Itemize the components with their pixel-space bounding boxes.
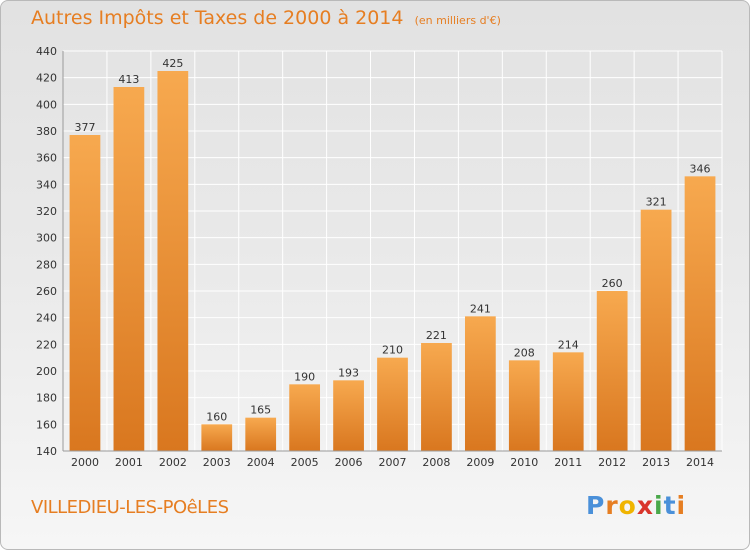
bar-2007 [377,357,408,451]
bar-value-label: 210 [382,344,403,357]
bars: 377 413 425 160 165 190 193 210 221 241 208 214 260 3… [69,57,716,452]
bar-2000 [69,135,101,451]
bar-2005 [289,384,321,451]
y-tick-label: 200 [36,365,57,378]
x-tick-label: 2002 [159,456,187,469]
bar-2010 [508,360,540,451]
bar-2013 [640,209,672,451]
logo-letter: i [676,491,687,520]
bar-2002 [157,71,189,451]
bar-2006 [333,380,364,451]
y-tick-label: 300 [36,232,57,245]
logo-letter: r [605,491,619,520]
x-tick-label: 2013 [642,456,670,469]
bar-value-label: 165 [250,404,271,417]
bar-2008 [421,343,452,451]
y-tick-label: 380 [36,125,57,138]
bar-value-label: 321 [646,196,667,209]
bar-value-label: 425 [162,57,183,70]
x-tick-label: 2011 [554,456,582,469]
chart-title: Autres Impôts et Taxes de 2000 à 2014 [31,7,404,29]
logo-letter: i [654,491,664,520]
x-tick-label: 2008 [422,456,450,469]
bar-2011 [552,352,584,451]
bar-value-label: 190 [294,370,315,383]
x-tick-label: 2009 [466,456,494,469]
chart-subtitle: (en milliers d'€) [414,14,501,27]
bar-2001 [113,87,145,451]
y-tick-label: 220 [36,338,57,351]
bar-value-label: 208 [514,346,535,359]
bar-value-label: 214 [558,338,579,351]
y-tick-label: 240 [36,312,57,325]
x-tick-label: 2005 [291,456,319,469]
x-tick-label: 2007 [379,456,407,469]
bar-value-label: 160 [206,410,227,423]
x-tick-label: 2014 [686,456,714,469]
y-tick-label: 180 [36,392,57,405]
chart-title-row: Autres Impôts et Taxes de 2000 à 2014 (e… [31,7,501,29]
logo-letter: P [586,491,606,520]
bar-2009 [464,316,496,451]
x-tick-label: 2010 [510,456,538,469]
y-tick-label: 440 [36,45,57,58]
x-tick-label: 2000 [71,456,99,469]
y-tick-label: 140 [36,445,57,458]
y-tick-label: 420 [36,72,57,85]
proxiti-logo: Proxiti [586,491,686,520]
bar-value-label: 377 [74,121,95,134]
bar-2014 [684,176,716,452]
bar-value-label: 413 [118,73,139,86]
bar-value-label: 193 [338,366,359,379]
bar-2004 [245,417,277,451]
logo-letter: t [663,491,677,520]
y-tick-label: 280 [36,258,57,271]
x-tick-label: 2006 [335,456,363,469]
logo-letter: x [636,491,654,520]
x-tick-label: 2012 [598,456,626,469]
bar-2003 [201,424,233,451]
bar-value-label: 241 [470,302,491,315]
x-tick-label: 2003 [203,456,231,469]
axes: 140 160 180 200 220 240 260 280 300 320 340 360 380 4… [36,45,722,469]
bar-2012 [596,291,628,451]
y-tick-label: 340 [36,178,57,191]
place-name: VILLEDIEU-LES-POêLES [31,497,229,518]
y-tick-label: 260 [36,285,57,298]
y-tick-label: 360 [36,152,57,165]
y-tick-label: 160 [36,418,57,431]
x-tick-label: 2004 [247,456,275,469]
x-tick-label: 2001 [115,456,143,469]
y-tick-label: 400 [36,98,57,111]
bar-value-label: 346 [690,162,711,175]
bar-value-label: 260 [602,277,623,290]
logo-letter: o [618,491,637,520]
bar-value-label: 221 [426,329,447,342]
y-tick-label: 320 [36,205,57,218]
